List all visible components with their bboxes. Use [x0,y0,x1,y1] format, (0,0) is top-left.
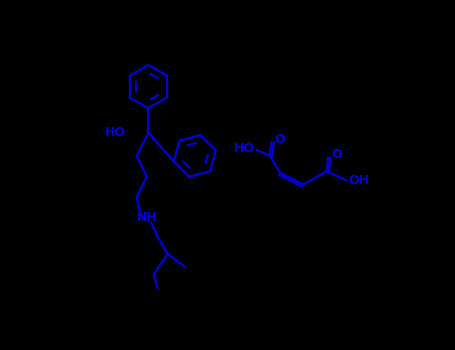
Text: HO: HO [234,142,255,155]
Text: O: O [275,133,285,146]
Text: OH: OH [349,174,369,187]
Text: NH: NH [136,211,157,224]
Text: O: O [331,148,342,161]
Text: HO: HO [105,126,126,139]
